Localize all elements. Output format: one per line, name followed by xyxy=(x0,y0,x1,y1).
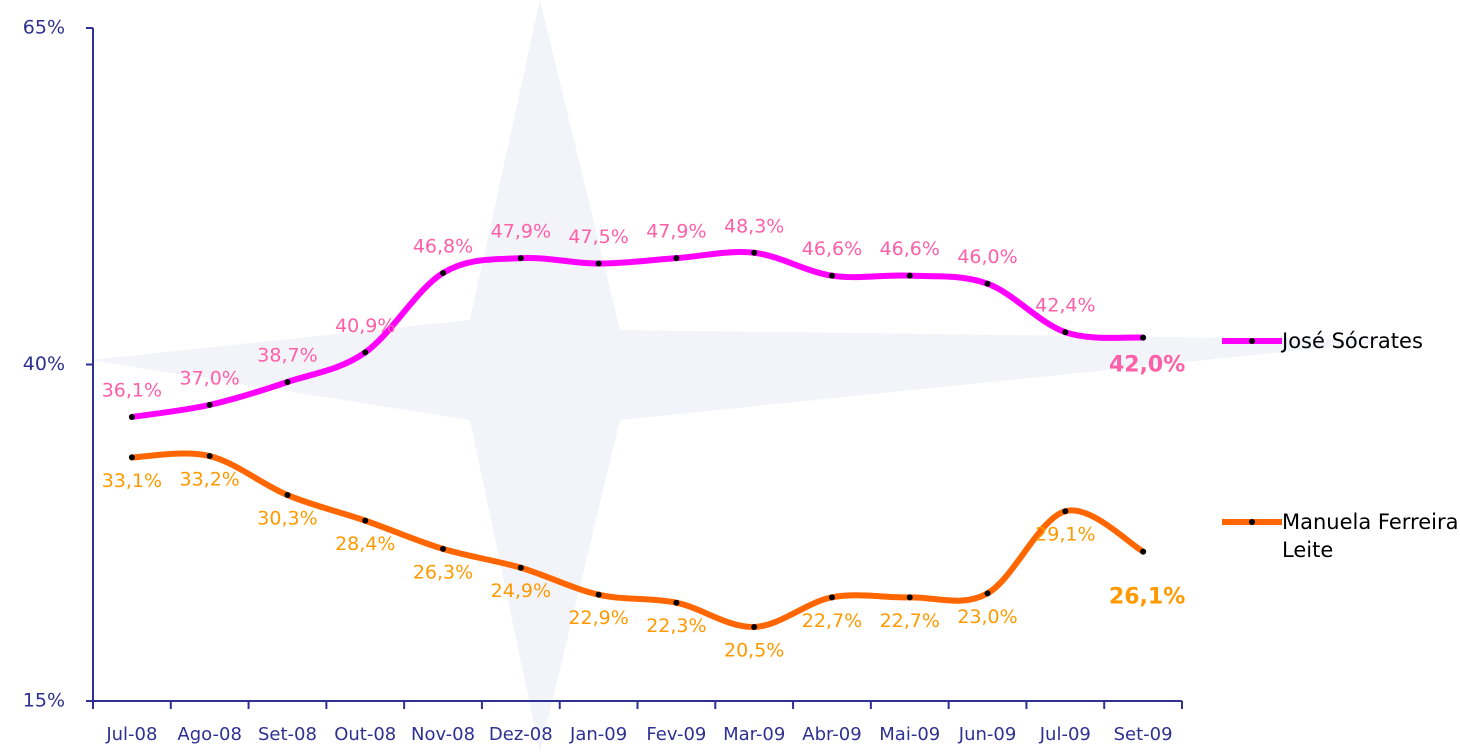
data-point xyxy=(751,250,757,256)
data-label: 26,1% xyxy=(1109,585,1185,610)
data-point xyxy=(362,518,368,524)
data-label: 47,9% xyxy=(491,221,551,243)
data-label: 22,7% xyxy=(802,610,862,632)
data-label: 46,6% xyxy=(880,238,940,260)
data-point xyxy=(518,255,524,261)
data-point xyxy=(284,379,290,385)
y-tick-label: 15% xyxy=(23,690,65,712)
x-tick-label: Jan-09 xyxy=(569,724,627,745)
data-label: 42,0% xyxy=(1109,353,1185,378)
data-label: 37,0% xyxy=(179,367,239,389)
data-label: 30,3% xyxy=(257,508,317,530)
x-tick-label: Jul-08 xyxy=(105,724,157,745)
x-tick-label: Nov-08 xyxy=(411,724,475,745)
data-point xyxy=(1140,335,1146,341)
x-tick-label: Mar-09 xyxy=(723,724,785,745)
data-label: 26,3% xyxy=(413,561,473,583)
data-label: 23,0% xyxy=(957,606,1017,628)
data-point xyxy=(829,273,835,279)
data-label: 22,3% xyxy=(646,615,706,637)
data-label: 47,9% xyxy=(646,221,706,243)
chart-page: 15% 40% 65% Jul-08 Ago-08 Set-08 Out-08 Nov-08 D… xyxy=(0,0,1460,752)
data-label: 22,9% xyxy=(568,607,628,629)
data-label: 36,1% xyxy=(102,379,162,401)
data-label: 33,1% xyxy=(102,470,162,492)
data-point xyxy=(596,592,602,598)
data-point xyxy=(440,270,446,276)
data-point xyxy=(673,600,679,606)
data-label: 29,1% xyxy=(1035,524,1095,546)
data-label: 38,7% xyxy=(257,344,317,366)
chart: 15% 40% 65% Jul-08 Ago-08 Set-08 Out-08 Nov-08 D… xyxy=(0,0,1460,752)
data-point xyxy=(362,349,368,355)
data-point xyxy=(1062,508,1068,514)
data-point xyxy=(829,594,835,600)
x-tick-label: Set-08 xyxy=(258,724,317,745)
data-point xyxy=(440,546,446,552)
data-point xyxy=(907,273,913,279)
x-tick-label: Fev-09 xyxy=(646,724,706,745)
data-point xyxy=(596,261,602,267)
data-label: 42,4% xyxy=(1035,295,1095,317)
data-label: 46,6% xyxy=(802,238,862,260)
data-point xyxy=(673,255,679,261)
data-label: 28,4% xyxy=(335,533,395,555)
x-tick-label: Jun-09 xyxy=(958,724,1017,745)
data-point xyxy=(751,624,757,630)
legend-marker xyxy=(1249,338,1255,344)
x-tick-label: Ago-08 xyxy=(177,724,242,745)
data-label: 46,0% xyxy=(957,246,1017,268)
legend-marker xyxy=(1249,519,1255,525)
data-point xyxy=(284,492,290,498)
data-label: 46,8% xyxy=(413,235,473,257)
data-label: 33,2% xyxy=(179,469,239,491)
legend-label: José Sócrates xyxy=(1282,327,1460,355)
data-point xyxy=(1062,329,1068,335)
data-label: 20,5% xyxy=(724,639,784,661)
legend-label: Manuela Ferreira Leite xyxy=(1282,508,1460,564)
data-point xyxy=(985,590,991,596)
data-label: 24,9% xyxy=(491,580,551,602)
x-tick-label: Dez-08 xyxy=(489,724,553,745)
x-tick-label: Set-09 xyxy=(1114,724,1173,745)
data-point xyxy=(985,281,991,287)
data-point xyxy=(207,402,213,408)
x-tick-label: Mai-09 xyxy=(879,724,940,745)
y-tick-label: 65% xyxy=(23,17,65,39)
data-point xyxy=(907,594,913,600)
data-point xyxy=(518,565,524,571)
data-point xyxy=(129,454,135,460)
series-line xyxy=(132,454,1143,627)
data-label: 47,5% xyxy=(568,226,628,248)
x-tick-label: Abr-09 xyxy=(802,724,861,745)
x-tick-label: Jul-09 xyxy=(1039,724,1091,745)
data-label: 48,3% xyxy=(724,215,784,237)
data-point xyxy=(1140,549,1146,555)
y-tick-label: 40% xyxy=(23,353,65,375)
x-tick-label: Out-08 xyxy=(334,724,396,745)
data-point xyxy=(129,414,135,420)
data-label: 40,9% xyxy=(335,315,395,337)
data-label: 22,7% xyxy=(880,610,940,632)
data-point xyxy=(207,453,213,459)
